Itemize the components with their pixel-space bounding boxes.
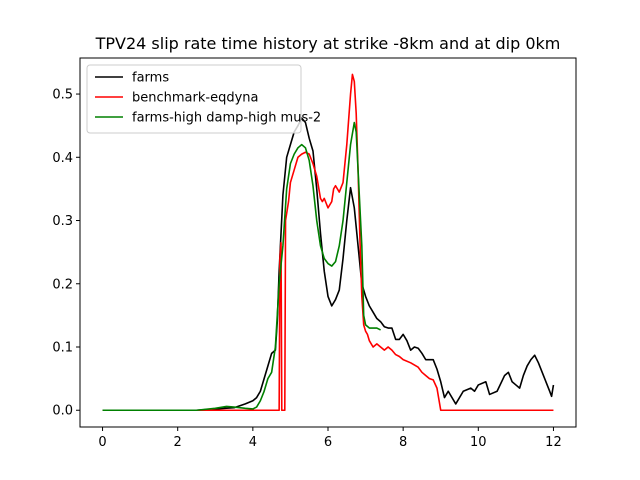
y-tick-label: 0.5 — [52, 88, 73, 103]
y-tick-label: 0.2 — [52, 277, 73, 292]
x-tick-label: 12 — [545, 435, 562, 450]
series-group — [102, 73, 555, 412]
legend-box — [86, 64, 302, 134]
series-line-2 — [102, 73, 554, 412]
y-tick-label: 0.4 — [52, 151, 73, 166]
x-axis: 0 2 4 6 8 10 12 — [98, 427, 562, 450]
legend-label-3: farms-high damp-high mus-2 — [132, 111, 321, 126]
legend-label-1: farms — [132, 71, 169, 86]
x-tick-label: 2 — [174, 435, 182, 450]
y-axis: 0.0 0.1 0.2 0.3 0.4 0.5 — [52, 88, 80, 419]
x-tick-label: 6 — [324, 435, 332, 450]
series-line-3 — [102, 121, 381, 412]
y-tick-label: 0.0 — [52, 404, 73, 419]
legend-label-2: benchmark-eqdyna — [132, 91, 258, 106]
y-tick-label: 0.1 — [52, 341, 73, 356]
x-tick-label: 10 — [470, 435, 487, 450]
x-tick-label: 0 — [98, 435, 106, 450]
legend: farms benchmark-eqdyna farms-high damp-hig… — [86, 64, 321, 134]
x-tick-label: 4 — [249, 435, 257, 450]
x-tick-label: 8 — [399, 435, 407, 450]
y-tick-label: 0.3 — [52, 214, 73, 229]
chart-title: TPV24 slip rate time history at strike -… — [95, 34, 561, 53]
